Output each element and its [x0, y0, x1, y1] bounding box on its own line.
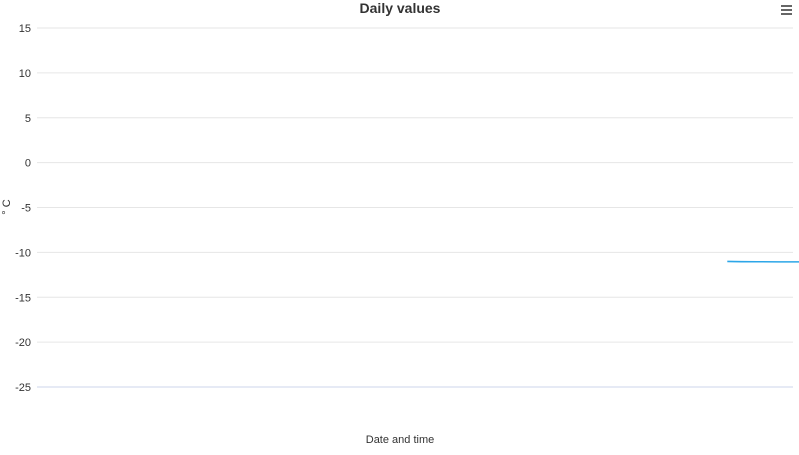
menu-button[interactable] [781, 5, 792, 15]
y-tick-label: 10 [19, 68, 31, 80]
y-tick-label: 5 [25, 113, 31, 125]
menu-bar [781, 5, 792, 7]
y-tick-label: 0 [25, 158, 31, 170]
menu-bar [781, 13, 792, 15]
x-axis-title: Date and time [366, 434, 434, 446]
y-tick-label: -20 [15, 337, 31, 349]
y-tick-label: -15 [15, 292, 31, 304]
y-tick-label: -5 [21, 203, 31, 215]
y-axis-title: ° C [1, 199, 13, 214]
y-tick-label: -10 [15, 247, 31, 259]
chart-title: Daily values [360, 0, 441, 16]
y-tick-label: -25 [15, 382, 31, 394]
menu-bar [781, 9, 792, 11]
y-tick-label: 15 [19, 23, 31, 35]
